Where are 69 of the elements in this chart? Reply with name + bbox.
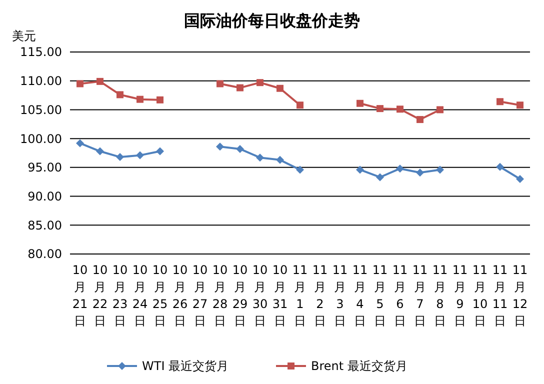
x-tick-label: 10月27日 bbox=[192, 263, 208, 328]
point bbox=[156, 96, 164, 104]
y-tick-label: 110.00 bbox=[20, 74, 62, 88]
y-tick-label: 100.00 bbox=[20, 132, 62, 146]
x-tick-label: 10月30日 bbox=[252, 263, 268, 328]
point bbox=[136, 96, 144, 103]
x-tick-label: 10月25日 bbox=[152, 263, 168, 328]
point bbox=[156, 147, 164, 156]
point bbox=[96, 78, 104, 85]
y-tick-label: 80.00 bbox=[28, 247, 62, 262]
point bbox=[236, 84, 244, 92]
y-tick-label: 115.00 bbox=[20, 45, 62, 60]
chart-title: 国际油价每日收盘价走势 bbox=[184, 11, 360, 30]
point bbox=[236, 144, 244, 153]
point bbox=[296, 102, 304, 109]
y-tick-label: 90.00 bbox=[28, 189, 62, 204]
point bbox=[116, 91, 124, 98]
x-tick-label: 11月3日 bbox=[332, 263, 348, 328]
point bbox=[516, 174, 524, 183]
point bbox=[96, 147, 104, 156]
x-tick-label: 11月9日 bbox=[452, 263, 468, 328]
x-tick-label: 10月21日 bbox=[72, 263, 88, 328]
point bbox=[436, 166, 444, 174]
point bbox=[496, 98, 504, 106]
point bbox=[396, 164, 404, 173]
x-tick-label: 11月8日 bbox=[432, 263, 448, 328]
x-tick-label: 10月24日 bbox=[132, 263, 148, 328]
x-tick-label: 11月6日 bbox=[392, 263, 408, 328]
point bbox=[396, 106, 404, 113]
legend-label: Brent 最近交货月 bbox=[311, 359, 408, 374]
x-tick-label: 11月11日 bbox=[492, 263, 508, 328]
point bbox=[276, 156, 284, 164]
point bbox=[256, 79, 264, 86]
point bbox=[516, 102, 524, 109]
point bbox=[376, 173, 384, 182]
x-tick-label: 10月28日 bbox=[212, 263, 228, 328]
x-tick-label: 11月10日 bbox=[472, 263, 488, 328]
x-tick-label: 11月5日 bbox=[372, 263, 388, 328]
point bbox=[136, 151, 144, 160]
point bbox=[276, 84, 284, 92]
y-tick-label: 105.00 bbox=[20, 102, 62, 117]
point bbox=[416, 116, 424, 124]
x-tick-label: 10月26日 bbox=[172, 263, 188, 328]
point bbox=[216, 142, 224, 151]
point bbox=[296, 166, 304, 174]
point bbox=[496, 162, 504, 171]
point bbox=[376, 105, 384, 112]
x-tick-label: 10月22日 bbox=[92, 263, 108, 328]
point bbox=[216, 80, 224, 88]
x-tick-label: 10月31日 bbox=[272, 263, 288, 328]
point bbox=[76, 80, 84, 88]
y-tick-label: 95.00 bbox=[28, 160, 62, 175]
x-tick-label: 11月4日 bbox=[352, 263, 368, 328]
point bbox=[116, 153, 124, 162]
x-tick-label: 11月2日 bbox=[312, 263, 328, 328]
legend-label: WTI 最近交货月 bbox=[142, 359, 229, 374]
point bbox=[356, 100, 364, 107]
x-tick-label: 11月1日 bbox=[292, 263, 308, 328]
point bbox=[356, 166, 364, 174]
x-tick-label: 11月7日 bbox=[412, 263, 428, 328]
x-tick-label: 10月23日 bbox=[112, 263, 128, 328]
y-tick-label: 85.00 bbox=[28, 218, 62, 232]
point bbox=[76, 139, 84, 148]
x-tick-label: 10月29日 bbox=[232, 263, 248, 328]
x-tick-label: 11月12日 bbox=[512, 263, 528, 328]
y-axis-title: 美元 bbox=[12, 29, 36, 43]
point bbox=[256, 154, 264, 162]
point bbox=[436, 106, 444, 114]
point bbox=[416, 168, 424, 177]
